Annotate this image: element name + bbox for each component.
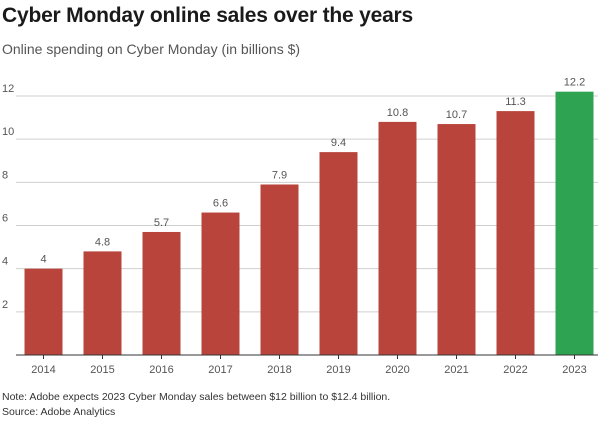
x-tick-label-2015: 2015 xyxy=(90,364,114,376)
data-labels: 4 4.8 5.7 6.6 7.9 9.4 10.8 10.7 11.3 12.2 xyxy=(40,77,585,266)
x-tick-label-2018: 2018 xyxy=(267,364,291,376)
y-tick-label: 10 xyxy=(2,126,14,138)
y-tick-label: 12 xyxy=(2,83,14,95)
data-label-2020: 10.8 xyxy=(387,107,408,119)
x-tick-label-2017: 2017 xyxy=(208,364,232,376)
x-tick-label-2016: 2016 xyxy=(149,364,173,376)
bar-2019 xyxy=(319,152,358,355)
chart-subtitle: Online spending on Cyber Monday (in bill… xyxy=(2,41,301,57)
x-tick-label-2019: 2019 xyxy=(326,364,350,376)
data-label-2022: 11.3 xyxy=(505,96,526,108)
y-tick-label: 8 xyxy=(2,169,8,181)
source-note: Source: Adobe Analytics xyxy=(2,406,116,418)
bar-2020 xyxy=(378,121,417,356)
bar-2023 xyxy=(555,91,594,355)
footnote: Note: Adobe expects 2023 Cyber Monday sa… xyxy=(2,391,391,403)
bar-2018 xyxy=(260,184,299,355)
data-label-2021: 10.7 xyxy=(446,109,467,121)
y-tick-label: 4 xyxy=(2,256,8,268)
chart-title: Cyber Monday online sales over the years xyxy=(2,4,413,27)
data-label-2023: 12.2 xyxy=(564,77,585,89)
x-tick-label-2022: 2022 xyxy=(503,364,527,376)
bar-2022 xyxy=(496,111,535,355)
data-label-2014: 4 xyxy=(40,254,46,266)
x-tick-label-2020: 2020 xyxy=(385,364,409,376)
data-label-2015: 4.8 xyxy=(95,236,110,248)
bar-2016 xyxy=(142,231,181,355)
bar-2015 xyxy=(83,251,122,355)
x-tick-label-2023: 2023 xyxy=(562,364,586,376)
bars xyxy=(24,91,594,356)
bar-chart: 2 4 6 8 10 12 4 4.8 5.7 6.6 7.9 9.4 10.8 10.7 11.3 12.… xyxy=(2,77,598,376)
y-axis-ticks: 2 4 6 8 10 12 xyxy=(2,83,14,311)
bar-2014 xyxy=(24,268,63,355)
x-axis-ticks: 2014 2015 2016 2017 2018 2019 2020 2021 2022 2023 xyxy=(31,355,587,376)
bar-2021 xyxy=(437,124,476,355)
y-tick-label: 6 xyxy=(2,213,8,225)
x-tick-label-2021: 2021 xyxy=(444,364,468,376)
x-tick-label-2014: 2014 xyxy=(31,364,55,376)
data-label-2016: 5.7 xyxy=(154,217,169,229)
data-label-2017: 6.6 xyxy=(213,198,228,210)
bar-2017 xyxy=(201,212,240,355)
data-label-2019: 9.4 xyxy=(331,137,346,149)
y-tick-label: 2 xyxy=(2,299,8,311)
data-label-2018: 7.9 xyxy=(272,169,287,181)
